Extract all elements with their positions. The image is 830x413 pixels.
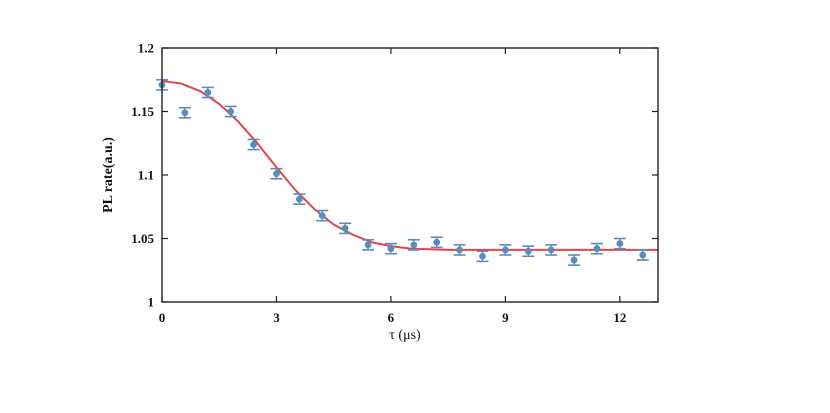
- y-tick-label: 1.1: [138, 168, 154, 183]
- data-point: [453, 244, 466, 256]
- y-tick-label: 1.2: [138, 41, 154, 56]
- x-tick-label: 0: [159, 310, 166, 325]
- data-marker: [410, 241, 418, 249]
- data-point: [613, 237, 626, 250]
- data-marker: [273, 170, 280, 178]
- x-axis-label: τ (μs): [389, 328, 421, 343]
- data-point: [339, 222, 352, 235]
- data-marker: [295, 195, 303, 203]
- data-point: [293, 193, 306, 206]
- x-tick-label: 12: [613, 310, 626, 325]
- data-marker: [341, 224, 349, 232]
- x-tick-label: 6: [388, 310, 395, 325]
- data-point: [522, 245, 535, 258]
- data-point: [430, 236, 443, 249]
- data-marker: [318, 212, 326, 220]
- y-tick-label: 1.15: [131, 104, 154, 119]
- plot-frame: [161, 47, 659, 303]
- data-marker: [433, 238, 441, 246]
- data-marker: [479, 252, 486, 260]
- data-marker: [524, 247, 532, 255]
- data-point: [362, 238, 375, 251]
- data-marker: [616, 240, 624, 247]
- data-point: [499, 244, 512, 256]
- data-point: [636, 249, 649, 261]
- data-point: [590, 242, 603, 255]
- data-point: [407, 238, 420, 251]
- data-marker: [570, 256, 578, 264]
- data-point: [247, 138, 260, 151]
- data-marker: [364, 241, 372, 249]
- data-marker: [639, 251, 647, 259]
- data-marker: [227, 108, 235, 115]
- data-marker: [593, 245, 601, 253]
- data-point: [224, 105, 237, 118]
- data-marker: [387, 245, 395, 253]
- data-marker: [501, 246, 509, 254]
- data-marker: [181, 109, 189, 117]
- y-axis-label: PL rate(a.u.): [101, 137, 116, 213]
- data-point: [316, 209, 329, 222]
- y-tick-label: 1.05: [131, 231, 154, 246]
- x-tick-label: 3: [273, 310, 280, 325]
- data-point: [201, 86, 214, 99]
- data-marker: [547, 246, 555, 254]
- data-point: [568, 254, 581, 266]
- data-marker: [456, 246, 463, 254]
- data-point: [545, 244, 558, 256]
- data-point: [270, 167, 283, 180]
- data-point: [384, 242, 397, 255]
- x-tick-label: 9: [502, 310, 509, 325]
- data-point: [476, 250, 489, 263]
- data-point: [178, 106, 191, 119]
- data-marker: [250, 141, 257, 148]
- data-marker: [204, 89, 212, 96]
- y-tick-label: 1: [148, 295, 155, 310]
